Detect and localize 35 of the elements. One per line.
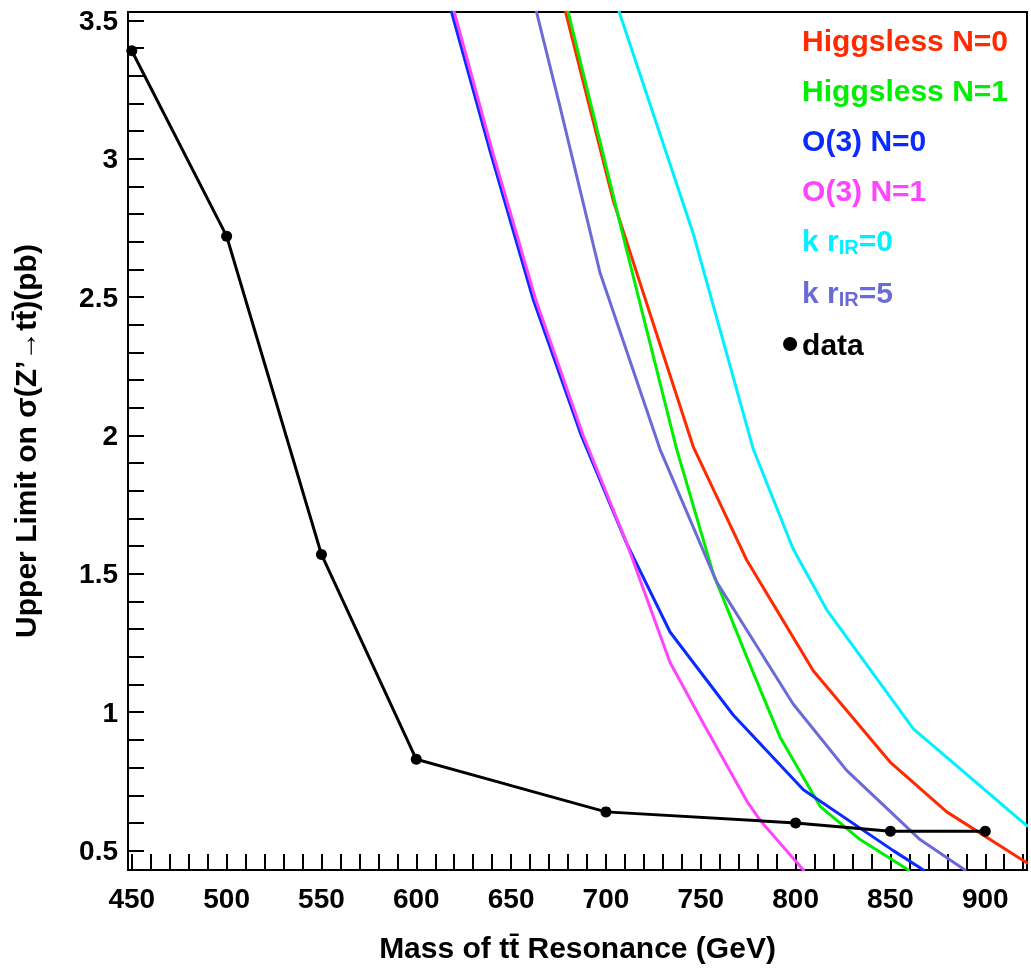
legend-label: data (802, 327, 865, 361)
point (315, 548, 327, 560)
point (884, 825, 896, 837)
point (126, 45, 138, 57)
x-tick-label: 500 (203, 882, 250, 914)
line-series (564, 10, 1029, 865)
point (979, 825, 991, 837)
x-axis-title: Mass of tt̄ Resonance (GeV) (379, 930, 776, 964)
x-tick-label: 650 (487, 882, 535, 914)
x-tick-label: 900 (961, 882, 1009, 914)
y-tick-label: 0.5 (79, 835, 118, 867)
x-tick-label: 750 (677, 882, 725, 914)
text: O(3) N=1 (802, 173, 927, 207)
point (221, 230, 233, 242)
y-tick-label: 1.5 (79, 558, 118, 590)
y-tick-label: 1 (102, 696, 118, 728)
text: Higgsless N=1 (802, 73, 1009, 107)
x-tick-label: 800 (772, 882, 819, 914)
line-series (452, 10, 805, 872)
x-tick-label: 700 (582, 882, 630, 914)
x-tick-label: 550 (298, 882, 345, 914)
text: Higgsless N=0 (802, 23, 1009, 57)
y-tick-label: 2 (102, 419, 118, 451)
point (410, 753, 422, 765)
y-tick-label: 3.5 (79, 4, 118, 36)
x-tick-label: 600 (392, 882, 440, 914)
y-tick-label: 3 (102, 143, 118, 175)
y-axis-title: Upper Limit on σ(Z’→tt̄)(pb) (8, 244, 42, 638)
point (790, 817, 802, 829)
line-series (617, 10, 1029, 828)
x-tick-label: 450 (108, 882, 156, 914)
x-tick-label: 850 (867, 882, 914, 914)
text: O(3) N=0 (802, 123, 927, 157)
y-tick-label: 2.5 (79, 281, 118, 313)
point (600, 806, 612, 818)
